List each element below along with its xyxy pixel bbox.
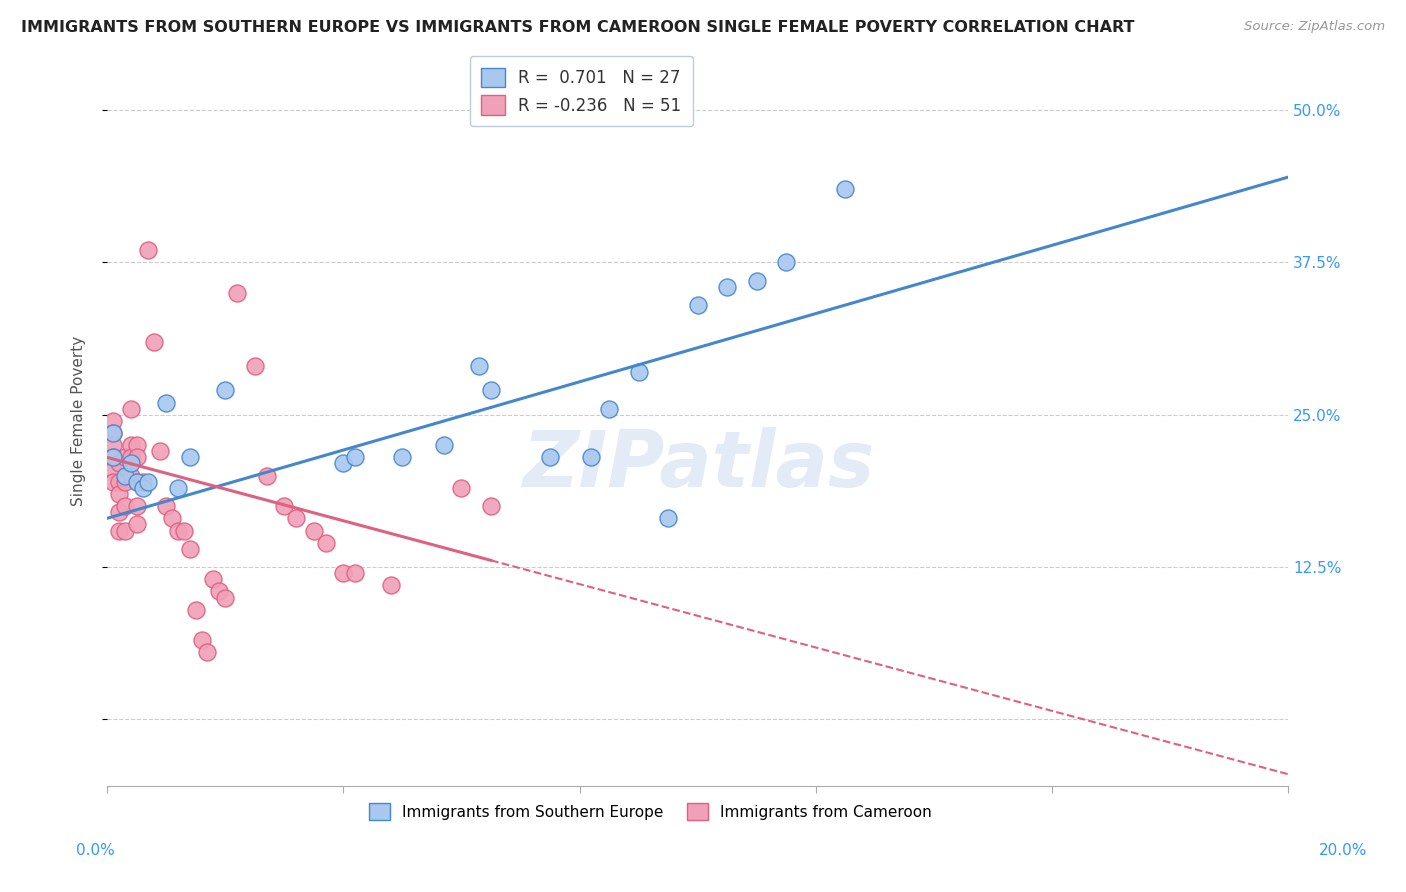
Point [120, 438, 142, 452]
Text: 0.0%: 0.0% [76, 843, 115, 858]
Point [167, 524, 190, 538]
Point [114, 468, 136, 483]
Point [125, 475, 148, 489]
Point [197, 645, 219, 659]
Point [120, 468, 142, 483]
Point [315, 535, 337, 549]
Point [344, 566, 367, 581]
Point [108, 475, 131, 489]
Point [256, 468, 278, 483]
Point [160, 511, 183, 525]
Point [391, 450, 413, 465]
Point [114, 475, 136, 489]
Point [131, 475, 153, 489]
Text: IMMIGRANTS FROM SOUTHERN EUROPE VS IMMIGRANTS FROM CAMEROON SINGLE FEMALE POVERT: IMMIGRANTS FROM SOUTHERN EUROPE VS IMMIG… [21, 20, 1135, 35]
Point [120, 450, 142, 465]
Point [273, 499, 295, 513]
Point [125, 517, 148, 532]
Point [479, 499, 502, 513]
Point [138, 243, 160, 257]
Point [243, 359, 266, 373]
Point [332, 566, 354, 581]
Point [101, 462, 124, 476]
Text: Source: ZipAtlas.com: Source: ZipAtlas.com [1244, 20, 1385, 33]
Point [125, 475, 148, 489]
Point [745, 274, 768, 288]
Point [686, 298, 709, 312]
Point [149, 444, 172, 458]
Point [190, 633, 212, 648]
Point [302, 524, 325, 538]
Point [657, 511, 679, 525]
Point [125, 499, 148, 513]
Point [101, 475, 124, 489]
Point [468, 359, 491, 373]
Point [581, 450, 603, 465]
Y-axis label: Single Female Poverty: Single Female Poverty [72, 335, 86, 506]
Point [285, 511, 308, 525]
Point [108, 524, 131, 538]
Point [101, 438, 124, 452]
Point [120, 457, 142, 471]
Point [114, 450, 136, 465]
Point [125, 438, 148, 452]
Point [433, 438, 456, 452]
Point [598, 401, 620, 416]
Point [344, 450, 367, 465]
Text: 20.0%: 20.0% [1319, 843, 1367, 858]
Point [125, 450, 148, 465]
Point [167, 481, 190, 495]
Point [155, 395, 177, 409]
Point [173, 524, 195, 538]
Point [131, 481, 153, 495]
Legend: Immigrants from Southern Europe, Immigrants from Cameroon: Immigrants from Southern Europe, Immigra… [363, 797, 938, 826]
Point [202, 572, 225, 586]
Point [120, 401, 142, 416]
Point [214, 591, 236, 605]
Point [834, 182, 856, 196]
Point [226, 285, 249, 300]
Point [108, 487, 131, 501]
Text: ZIPatlas: ZIPatlas [522, 426, 875, 503]
Point [538, 450, 561, 465]
Point [101, 414, 124, 428]
Point [332, 457, 354, 471]
Point [184, 603, 207, 617]
Point [208, 584, 231, 599]
Point [775, 255, 797, 269]
Point [101, 425, 124, 440]
Point [716, 279, 738, 293]
Point [108, 457, 131, 471]
Point [114, 499, 136, 513]
Point [179, 450, 201, 465]
Point [479, 384, 502, 398]
Point [101, 450, 124, 465]
Point [627, 365, 650, 379]
Point [155, 499, 177, 513]
Point [214, 384, 236, 398]
Point [101, 425, 124, 440]
Point [114, 524, 136, 538]
Point [108, 505, 131, 519]
Point [179, 541, 201, 556]
Point [138, 475, 160, 489]
Point [101, 450, 124, 465]
Point [380, 578, 402, 592]
Point [143, 334, 166, 349]
Point [450, 481, 472, 495]
